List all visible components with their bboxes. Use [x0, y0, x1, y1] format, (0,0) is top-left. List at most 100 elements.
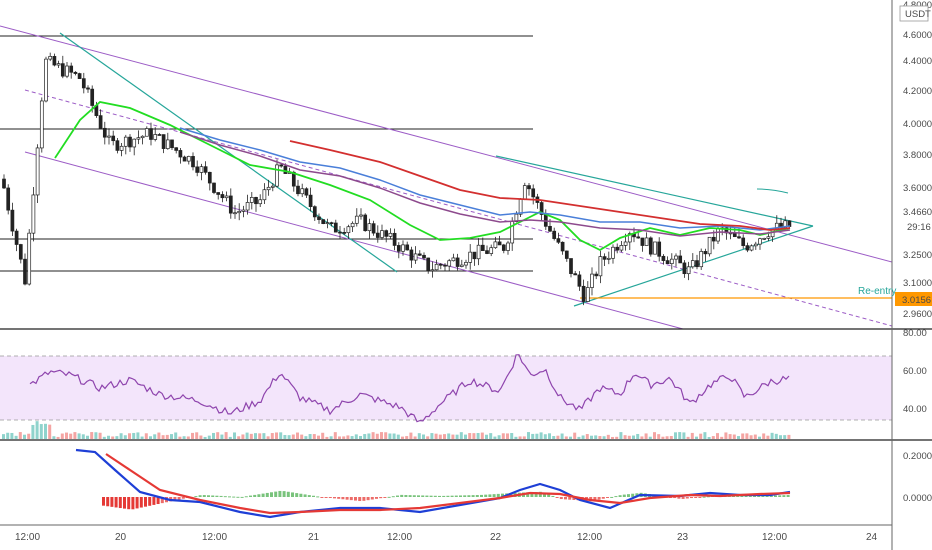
time-axis[interactable]: 12:00 20 12:00 21 12:00 22 12:00 23 12:0…	[15, 532, 878, 543]
macd-histogram-bar	[333, 497, 336, 499]
volume-bar	[674, 432, 677, 439]
candle-body	[325, 222, 330, 224]
volume-bar	[728, 434, 732, 439]
macd-histogram-bar	[488, 494, 492, 497]
candle-body	[695, 260, 699, 268]
volume-bar	[430, 433, 434, 439]
candle-body	[590, 273, 594, 288]
macd-histogram-bar	[501, 493, 504, 497]
candle-body	[195, 166, 200, 173]
candle-body	[417, 253, 422, 256]
macd-histogram-bar	[438, 495, 441, 497]
rsi-pane[interactable]	[0, 354, 892, 439]
candle-body	[86, 87, 90, 90]
ma-blue-line	[179, 127, 791, 231]
volume-bar	[27, 433, 31, 439]
macd-histogram-bar	[270, 492, 273, 497]
volume-bar	[598, 436, 602, 439]
rsi-axis[interactable]: 80.00 60.00 40.00	[903, 328, 927, 415]
candle-body	[14, 230, 19, 245]
macd-histogram-bar	[459, 495, 462, 497]
candle-body	[258, 199, 263, 205]
volume-bar	[354, 434, 358, 439]
volume-bar	[497, 435, 501, 439]
currency-label[interactable]: USDT	[905, 9, 931, 20]
volume-bar	[758, 436, 761, 439]
macd-histogram-bar	[555, 497, 559, 498]
candle-body	[233, 212, 237, 215]
candle-body	[405, 244, 410, 251]
reentry-annotation[interactable]: Re-entry	[858, 286, 896, 297]
macd-histogram-bar	[341, 497, 345, 500]
macd-histogram-bar	[177, 497, 181, 500]
candle-body	[308, 194, 313, 207]
volume-bar	[459, 432, 463, 439]
macd-histogram-bar	[181, 497, 185, 499]
volume-bar	[577, 436, 581, 439]
candle-body	[686, 266, 691, 275]
candle-body	[438, 263, 443, 266]
volume-bar	[548, 433, 551, 439]
macd-pane[interactable]	[75, 448, 791, 519]
volume-bar	[191, 432, 194, 439]
current-price-label: 3.4660	[903, 207, 932, 218]
volume-bar	[657, 434, 661, 439]
candle-body	[762, 237, 767, 240]
volume-bar	[367, 433, 371, 439]
macd-histogram-bar	[228, 496, 231, 498]
macd-tick-1: 0.0000	[903, 493, 932, 504]
volume-bar	[73, 432, 77, 439]
macd-histogram-bar	[782, 495, 786, 497]
macd-histogram-bar	[631, 493, 635, 497]
volume-bar	[661, 436, 665, 439]
candle-body	[291, 171, 296, 187]
candle-body	[380, 230, 384, 238]
volume-bar	[774, 433, 778, 439]
candle-body	[581, 285, 586, 302]
currency-label-box[interactable]	[899, 5, 929, 22]
candle-body	[636, 236, 641, 239]
price-pane[interactable]	[0, 25, 893, 330]
candle-body	[606, 257, 611, 260]
candle-body	[98, 115, 103, 129]
volume-bar	[39, 424, 43, 439]
macd-histogram-bar	[337, 497, 341, 499]
macd-histogram-bar	[358, 497, 362, 502]
y-tick-4: 3.8000	[903, 150, 932, 161]
macd-axis[interactable]: 0.2000 0.0000	[903, 451, 932, 504]
x-tick-4: 12:00	[387, 532, 412, 543]
y-tick-top: 4.8000	[903, 0, 932, 11]
volume-bar	[472, 433, 476, 439]
volume-bar	[783, 435, 787, 439]
volume-bar	[464, 434, 467, 439]
macd-histogram-bar	[429, 495, 433, 497]
candle-body	[699, 251, 704, 268]
candle-body	[766, 236, 771, 239]
volume-bar	[6, 432, 10, 439]
candle-body	[426, 257, 431, 272]
volume-bar	[115, 436, 119, 439]
candle-body	[678, 255, 683, 264]
volume-bar	[669, 436, 673, 439]
x-tick-9: 24	[866, 532, 878, 543]
candle-body	[102, 127, 107, 138]
macd-histogram-bar	[681, 497, 685, 499]
x-tick-3: 21	[308, 532, 320, 543]
volume-bar	[35, 421, 39, 439]
volume-bar	[401, 436, 404, 439]
macd-histogram-bar	[748, 495, 752, 497]
volume-bar	[476, 433, 480, 439]
candle-body	[39, 100, 44, 149]
price-axis[interactable]: 4.8000 USDT 4.6000 4.4000 4.2000 4.0000 …	[895, 0, 932, 320]
volume-bar	[199, 435, 203, 439]
x-tick-8: 12:00	[762, 532, 787, 543]
volume-bar	[422, 434, 425, 439]
y-tick-0: 4.6000	[903, 30, 932, 41]
volume-bar	[451, 434, 455, 439]
macd-histogram-bar	[236, 496, 240, 498]
macd-histogram-bar	[286, 491, 290, 497]
macd-histogram-bar	[257, 494, 261, 497]
candle-body	[564, 250, 569, 259]
reentry-price-label: 3.0156	[902, 295, 931, 306]
